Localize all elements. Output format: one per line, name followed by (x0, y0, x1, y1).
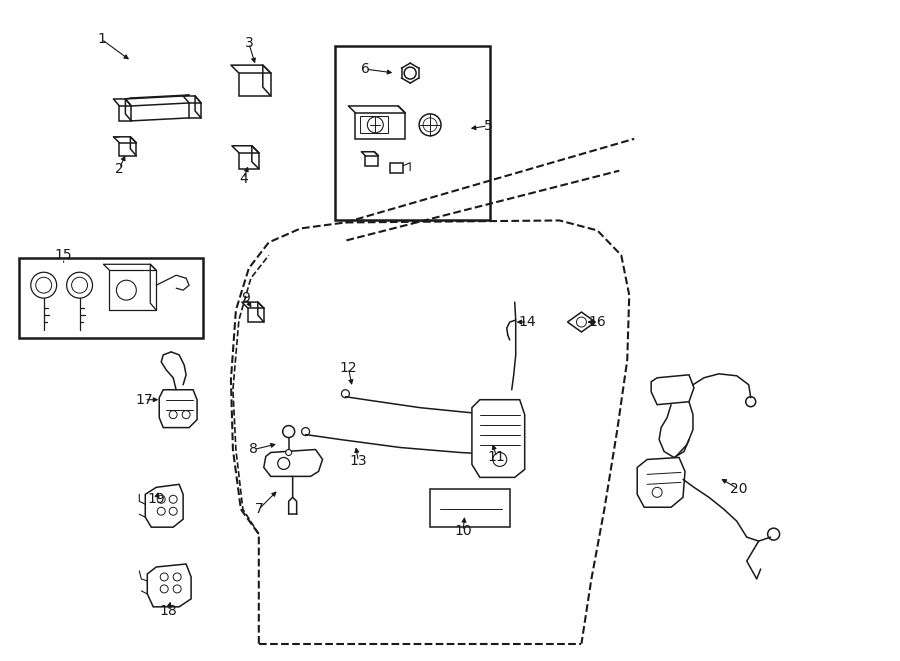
Text: 16: 16 (589, 315, 607, 329)
Text: 9: 9 (241, 291, 250, 305)
Text: 6: 6 (361, 62, 370, 76)
Polygon shape (159, 390, 197, 428)
Polygon shape (391, 163, 403, 173)
Polygon shape (238, 73, 271, 96)
Text: 17: 17 (136, 393, 153, 407)
Polygon shape (120, 106, 131, 121)
Text: 2: 2 (115, 162, 124, 176)
Polygon shape (120, 143, 136, 156)
Polygon shape (110, 270, 157, 310)
Text: 15: 15 (55, 249, 72, 262)
Circle shape (285, 449, 292, 455)
Polygon shape (637, 457, 685, 507)
Polygon shape (360, 116, 388, 133)
Bar (19, 258, 203, 338)
Polygon shape (238, 153, 259, 169)
Text: 20: 20 (730, 483, 748, 496)
Polygon shape (356, 113, 405, 139)
Polygon shape (472, 400, 525, 477)
Text: 8: 8 (249, 442, 258, 457)
Bar (430, 489, 509, 527)
Text: 12: 12 (339, 361, 357, 375)
Polygon shape (248, 308, 264, 322)
Text: 18: 18 (159, 603, 177, 618)
Text: 10: 10 (454, 524, 472, 538)
Text: 11: 11 (488, 450, 506, 465)
Text: 19: 19 (148, 492, 165, 506)
Text: 3: 3 (245, 36, 253, 50)
Text: 14: 14 (519, 315, 536, 329)
Text: 7: 7 (255, 502, 263, 516)
Polygon shape (652, 375, 694, 405)
Polygon shape (568, 312, 596, 332)
Polygon shape (264, 449, 322, 477)
Polygon shape (365, 156, 378, 166)
Bar (336, 46, 490, 221)
Polygon shape (145, 485, 183, 527)
Text: 1: 1 (97, 32, 106, 46)
Text: 13: 13 (349, 455, 367, 469)
Text: 4: 4 (239, 172, 248, 186)
Polygon shape (148, 564, 191, 607)
Text: 5: 5 (483, 119, 492, 133)
Polygon shape (189, 103, 201, 118)
